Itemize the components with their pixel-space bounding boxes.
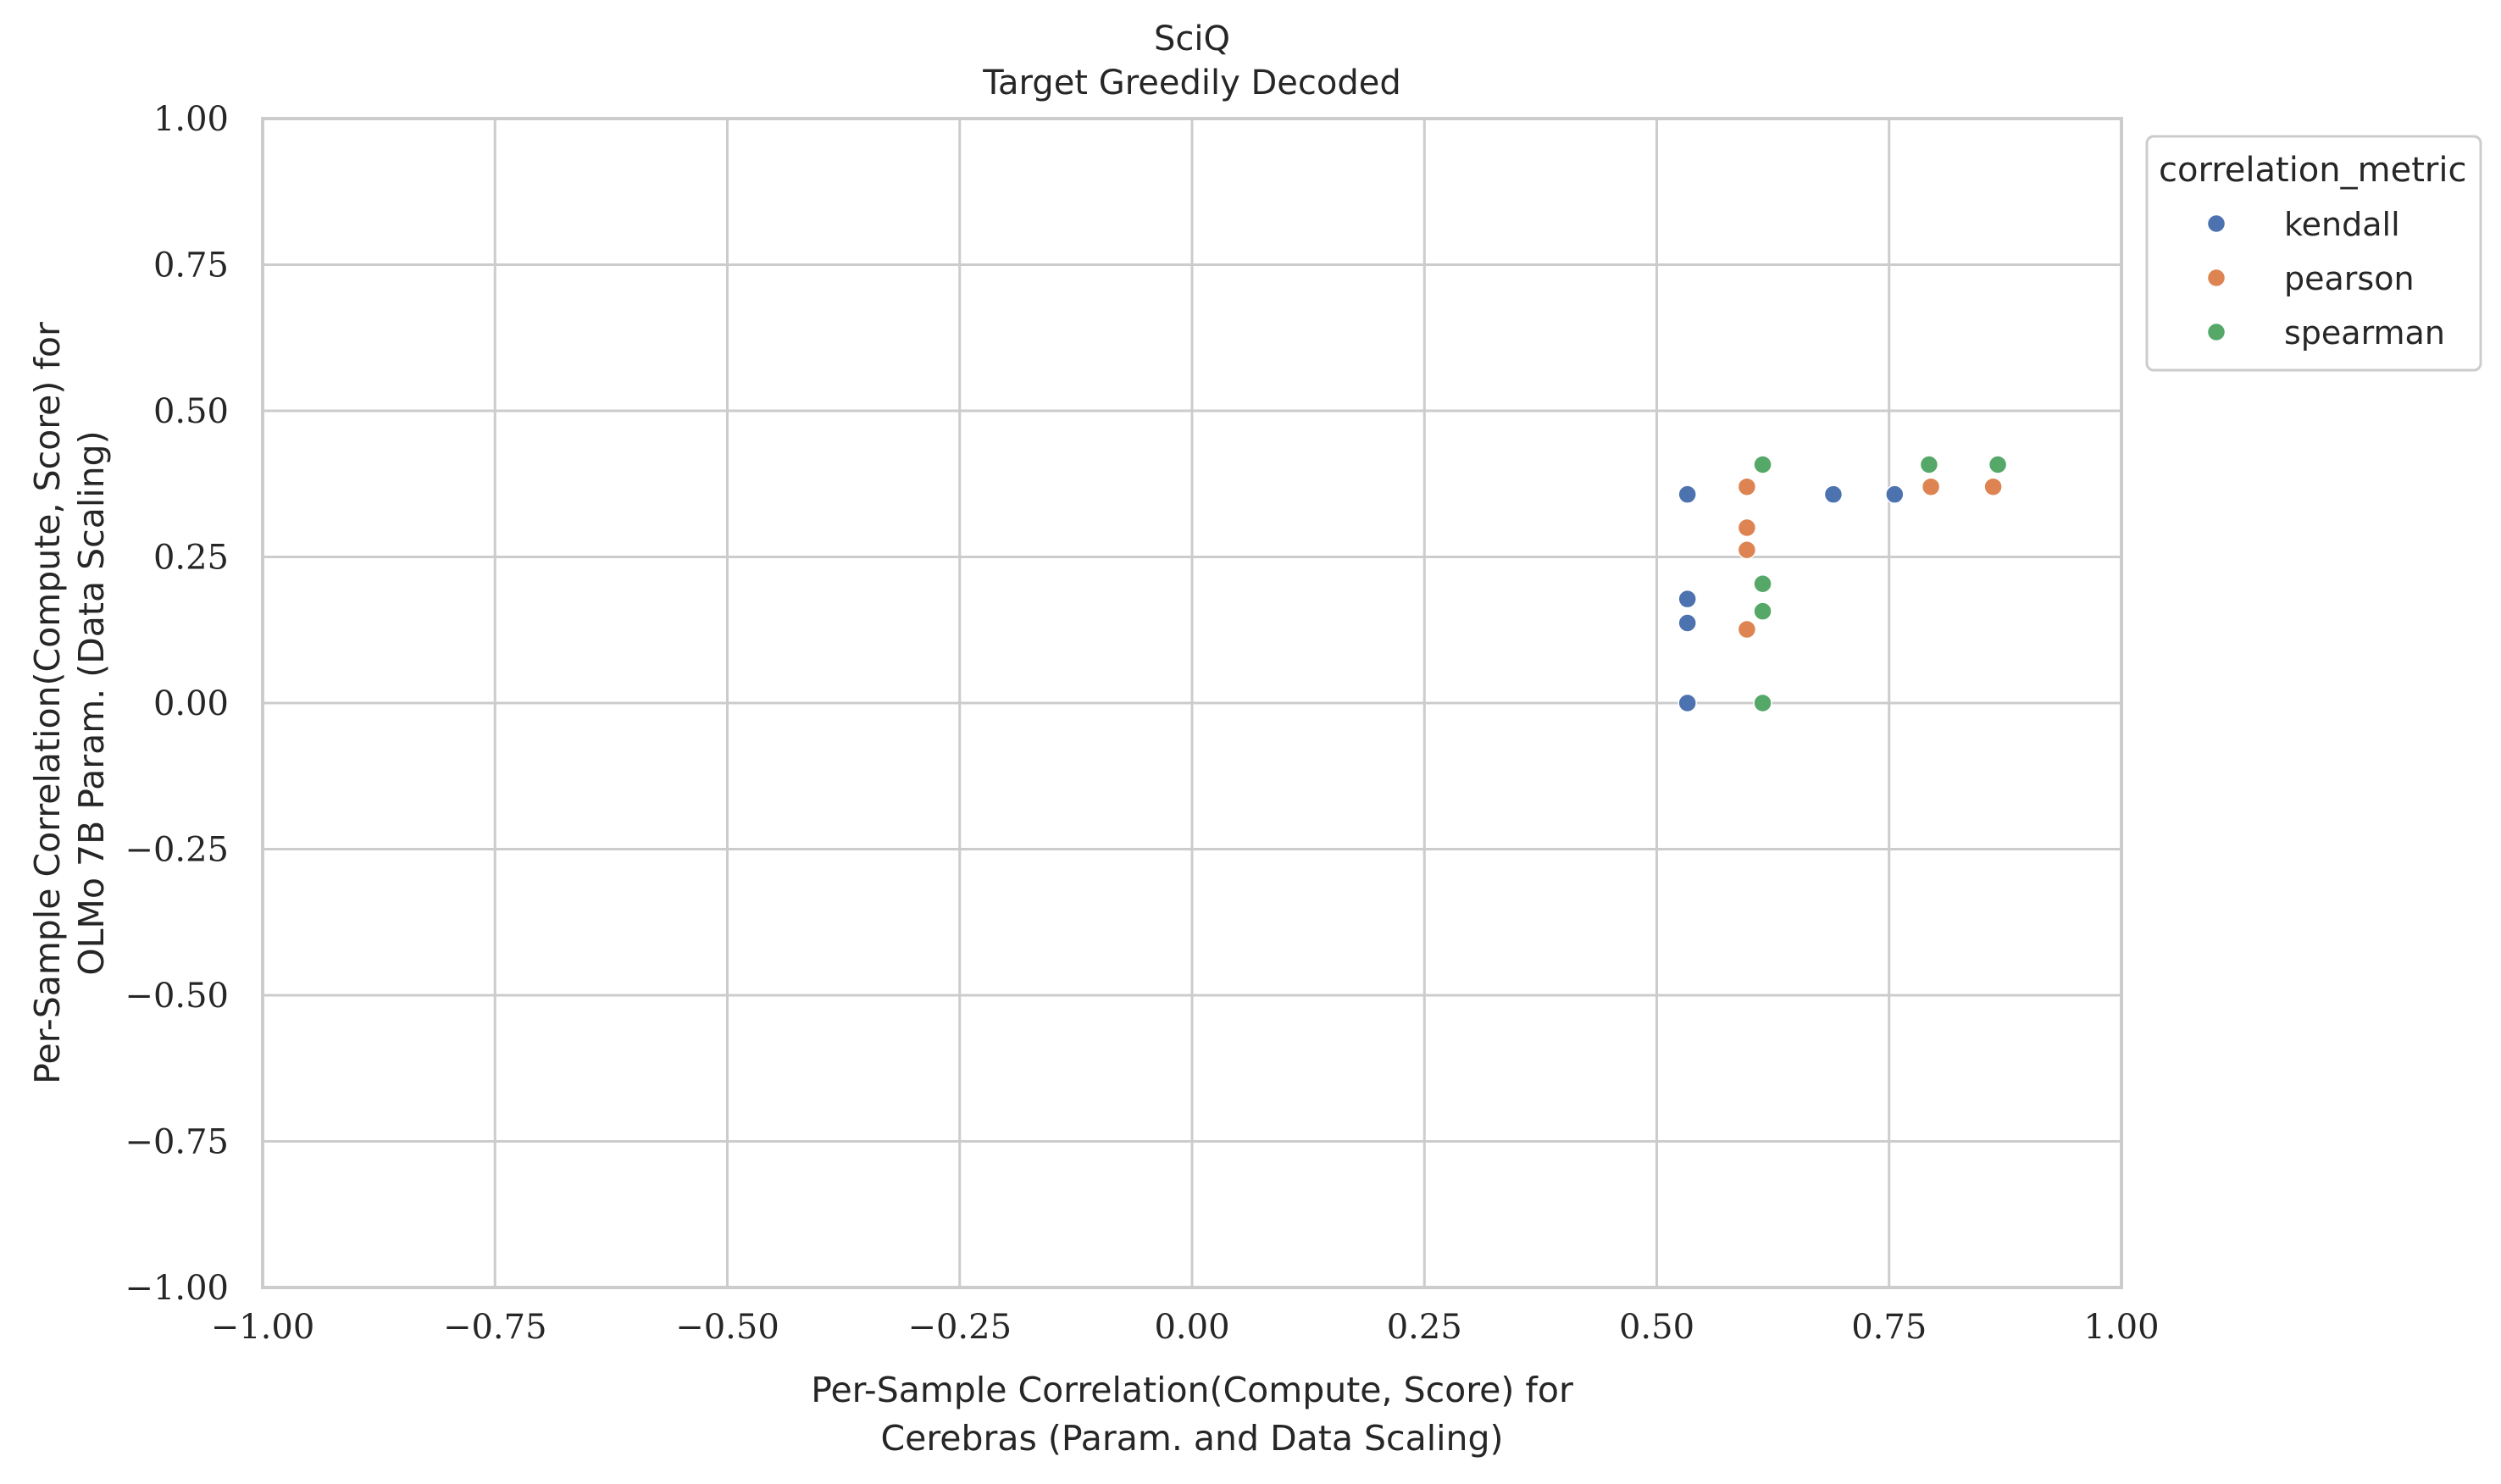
legend-label-pearson: pearson xyxy=(2284,260,2415,297)
legend-box xyxy=(2145,135,2482,372)
legend: correlation_metric kendall pearson spearma… xyxy=(2145,135,2482,372)
legend-marker-kendall xyxy=(2206,213,2226,234)
legend-label-kendall: kendall xyxy=(2284,206,2400,243)
data-point-kendall xyxy=(1823,485,1844,504)
y-tick-label: −0.50 xyxy=(125,977,229,1016)
legend-items: kendall pearson spearman xyxy=(2206,206,2445,352)
data-point-kendall xyxy=(1678,613,1697,633)
data-point-pearson xyxy=(1737,540,1757,560)
x-tick-label: 0.00 xyxy=(1154,1308,1229,1347)
plot-frame xyxy=(261,117,2123,1289)
y-tick-label: 0.50 xyxy=(153,392,229,431)
x-tick-label: −0.25 xyxy=(907,1308,1012,1347)
legend-marker-spearman xyxy=(2206,322,2226,342)
data-point-spearman xyxy=(1753,455,1772,474)
x-tick-label: 0.25 xyxy=(1387,1308,1462,1347)
chart-title: SciQ xyxy=(1154,19,1230,58)
x-axis-label-line-1: Per-Sample Correlation(Compute, Score) f… xyxy=(811,1370,1573,1410)
x-tick-label: 1.00 xyxy=(2083,1308,2159,1347)
data-point-spearman xyxy=(1919,455,1939,474)
y-tick-label: −1.00 xyxy=(125,1269,229,1308)
y-tick-label: 0.75 xyxy=(153,246,229,285)
legend-marker-pearson xyxy=(2206,268,2226,288)
y-tick-label: −0.75 xyxy=(125,1123,229,1162)
data-point-pearson xyxy=(1921,477,1941,496)
x-tick-label: −0.50 xyxy=(675,1308,779,1347)
y-tick-label: 0.25 xyxy=(153,539,229,578)
data-points xyxy=(1678,455,2008,713)
data-point-spearman xyxy=(1753,601,1772,621)
data-point-pearson xyxy=(1737,518,1757,538)
x-tick-label: 0.50 xyxy=(1619,1308,1694,1347)
y-tick-labels: −1.00 −0.75 −0.50 −0.25 0.00 0.25 0.50 0.75 1.00 xyxy=(125,100,229,1308)
data-point-kendall xyxy=(1678,589,1697,609)
data-point-kendall xyxy=(1678,485,1697,504)
data-point-spearman xyxy=(1753,693,1772,713)
data-point-spearman xyxy=(1753,573,1772,594)
data-point-pearson xyxy=(1737,619,1757,640)
data-point-spearman xyxy=(1988,455,2008,474)
x-tick-label: −0.75 xyxy=(443,1308,547,1347)
x-tick-label: −1.00 xyxy=(211,1308,315,1347)
data-point-pearson xyxy=(1983,477,2003,496)
legend-label-spearman: spearman xyxy=(2284,314,2445,352)
legend-title: correlation_metric xyxy=(2159,151,2466,190)
y-tick-label: 1.00 xyxy=(153,100,229,139)
x-axis-label-line-2: Cerebras (Param. and Data Scaling) xyxy=(881,1418,1504,1459)
chart-subtitle: Target Greedily Decoded xyxy=(982,64,1401,102)
x-tick-labels: −1.00 −0.75 −0.50 −0.25 0.00 0.25 0.50 0.75 1.00 xyxy=(211,1308,2160,1347)
y-axis-label-line-1: Per-Sample Correlation(Compute, Score) f… xyxy=(27,322,68,1084)
y-tick-label: 0.00 xyxy=(153,684,229,723)
y-axis-label-line-2: OLMo 7B Param. (Data Scaling) xyxy=(71,430,112,975)
data-point-kendall xyxy=(1678,693,1697,713)
data-point-pearson xyxy=(1737,477,1757,496)
data-point-kendall xyxy=(1885,485,1905,504)
x-tick-label: 0.75 xyxy=(1851,1308,1927,1347)
y-tick-label: −0.25 xyxy=(125,831,229,870)
